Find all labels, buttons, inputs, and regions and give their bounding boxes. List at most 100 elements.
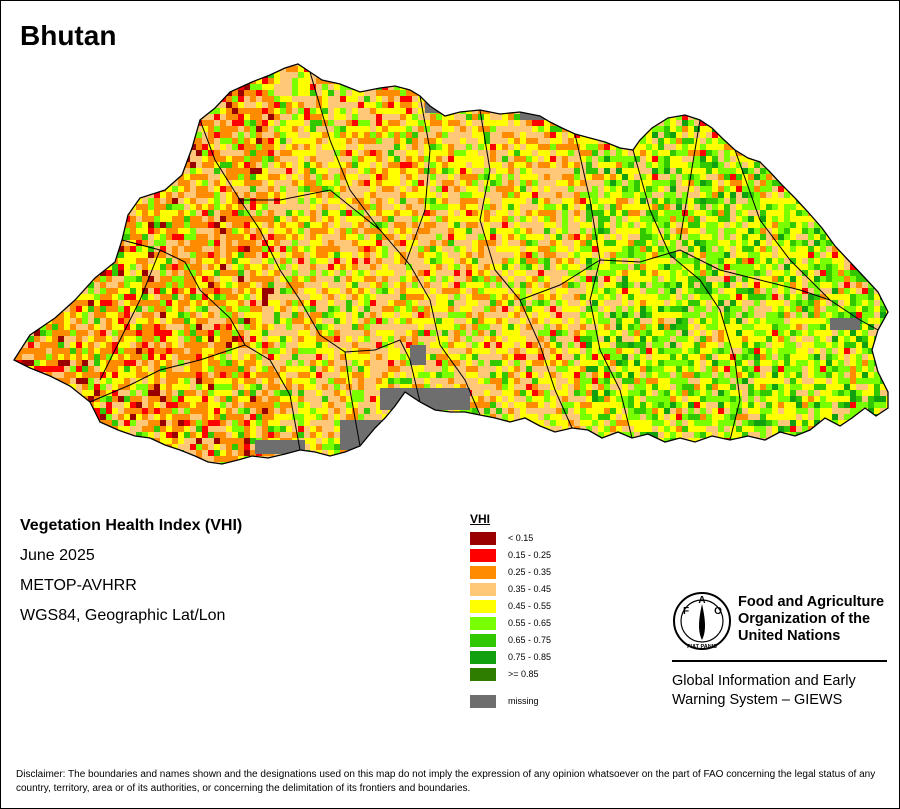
raster-cell — [634, 78, 640, 84]
raster-cell — [46, 126, 52, 132]
raster-cell — [82, 64, 88, 66]
raster-cell — [880, 198, 886, 204]
raster-cell — [292, 168, 298, 174]
raster-cell — [874, 240, 880, 246]
raster-cell — [130, 186, 136, 192]
raster-cell — [886, 156, 888, 162]
raster-cell — [820, 288, 826, 294]
raster-cell — [16, 210, 22, 216]
raster-cell — [838, 126, 844, 132]
raster-cell — [136, 276, 142, 282]
raster-cell — [64, 288, 70, 294]
raster-cell — [604, 108, 610, 114]
raster-cell — [28, 126, 34, 132]
raster-cell — [784, 210, 790, 216]
raster-cell — [610, 138, 616, 144]
raster-cell — [772, 288, 778, 294]
raster-cell — [376, 228, 382, 234]
raster-cell — [712, 198, 718, 204]
raster-cell — [880, 78, 886, 84]
raster-cell — [868, 216, 874, 222]
raster-cell — [412, 228, 418, 234]
raster-cell — [604, 84, 610, 90]
raster-cell — [682, 234, 688, 240]
raster-cell — [238, 174, 244, 180]
raster-cell — [724, 156, 730, 162]
raster-cell — [196, 192, 202, 198]
raster-cell — [358, 252, 364, 258]
raster-cell — [64, 78, 70, 84]
raster-cell — [838, 66, 844, 72]
raster-cell — [760, 126, 766, 132]
raster-cell — [28, 156, 34, 162]
raster-cell — [508, 64, 514, 66]
raster-cell — [184, 252, 190, 258]
raster-cell — [148, 216, 154, 222]
raster-cell — [478, 66, 484, 72]
raster-cell — [772, 132, 778, 138]
raster-cell — [412, 216, 418, 222]
raster-cell — [244, 64, 250, 66]
raster-cell — [310, 252, 316, 258]
raster-cell — [586, 120, 592, 126]
raster-cell — [16, 192, 22, 198]
raster-cell — [784, 96, 790, 102]
raster-cell — [646, 162, 652, 168]
raster-cell — [538, 288, 544, 294]
raster-cell — [124, 276, 130, 282]
raster-cell — [676, 114, 682, 120]
raster-cell — [688, 102, 694, 108]
raster-cell — [682, 192, 688, 198]
raster-cell — [268, 90, 274, 96]
raster-cell — [232, 126, 238, 132]
raster-cell — [682, 84, 688, 90]
raster-cell — [874, 234, 880, 240]
raster-cell — [856, 138, 862, 144]
raster-cell — [592, 150, 598, 156]
raster-cell — [166, 72, 172, 78]
raster-cell — [412, 144, 418, 150]
raster-cell — [232, 276, 238, 282]
raster-cell — [94, 96, 100, 102]
raster-cell — [298, 282, 304, 288]
raster-cell — [712, 192, 718, 198]
raster-cell — [724, 210, 730, 216]
raster-cell — [832, 168, 838, 174]
raster-cell — [346, 204, 352, 210]
raster-cell — [532, 78, 538, 84]
raster-cell — [502, 84, 508, 90]
raster-cell — [868, 102, 874, 108]
raster-cell — [808, 84, 814, 90]
raster-cell — [562, 270, 568, 276]
raster-cell — [310, 216, 316, 222]
raster-cell — [640, 102, 646, 108]
raster-cell — [652, 156, 658, 162]
raster-cell — [676, 204, 682, 210]
raster-cell — [190, 120, 196, 126]
raster-cell — [412, 204, 418, 210]
raster-cell — [70, 150, 76, 156]
raster-cell — [424, 288, 430, 294]
raster-cell — [184, 126, 190, 132]
raster-cell — [658, 174, 664, 180]
raster-cell — [196, 222, 202, 228]
raster-cell — [130, 228, 136, 234]
raster-cell — [466, 228, 472, 234]
raster-cell — [550, 78, 556, 84]
raster-cell — [598, 216, 604, 222]
raster-cell — [352, 120, 358, 126]
raster-cell — [610, 288, 616, 294]
raster-cell — [280, 114, 286, 120]
raster-cell — [256, 78, 262, 84]
raster-cell — [40, 174, 46, 180]
raster-cell — [310, 64, 316, 66]
raster-cell — [604, 234, 610, 240]
raster-cell — [760, 168, 766, 174]
raster-cell — [832, 204, 838, 210]
raster-cell — [112, 96, 118, 102]
raster-cell — [94, 64, 100, 66]
raster-cell — [226, 72, 232, 78]
raster-cell — [130, 168, 136, 174]
raster-cell — [694, 126, 700, 132]
raster-cell — [124, 64, 130, 66]
